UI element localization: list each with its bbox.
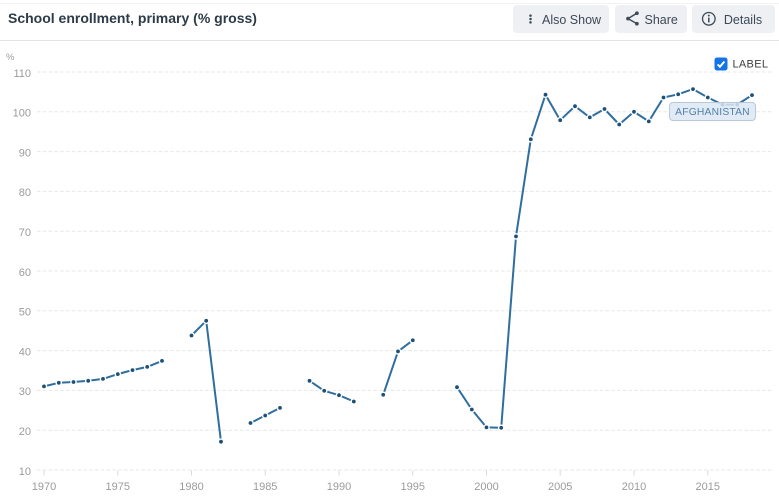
- svg-text:1990: 1990: [327, 481, 351, 493]
- svg-text:1970: 1970: [32, 481, 56, 493]
- svg-text:90: 90: [19, 147, 31, 159]
- svg-text:LABEL: LABEL: [733, 59, 769, 71]
- svg-text:2015: 2015: [696, 481, 720, 493]
- svg-text:1980: 1980: [179, 481, 203, 493]
- svg-text:80: 80: [19, 187, 31, 199]
- svg-text:2010: 2010: [622, 481, 646, 493]
- svg-text:1995: 1995: [401, 481, 425, 493]
- svg-text:60: 60: [19, 267, 31, 279]
- svg-text:100: 100: [13, 108, 31, 120]
- svg-text:50: 50: [19, 307, 31, 319]
- svg-text:1975: 1975: [106, 481, 130, 493]
- svg-text:2005: 2005: [548, 481, 572, 493]
- svg-text:70: 70: [19, 227, 31, 239]
- svg-text:110: 110: [13, 68, 31, 80]
- svg-text:%: %: [6, 52, 15, 63]
- svg-text:40: 40: [19, 346, 31, 358]
- svg-text:2000: 2000: [474, 481, 498, 493]
- svg-text:1985: 1985: [253, 481, 277, 493]
- svg-text:10: 10: [19, 466, 31, 478]
- svg-text:20: 20: [19, 426, 31, 438]
- svg-text:30: 30: [19, 386, 31, 398]
